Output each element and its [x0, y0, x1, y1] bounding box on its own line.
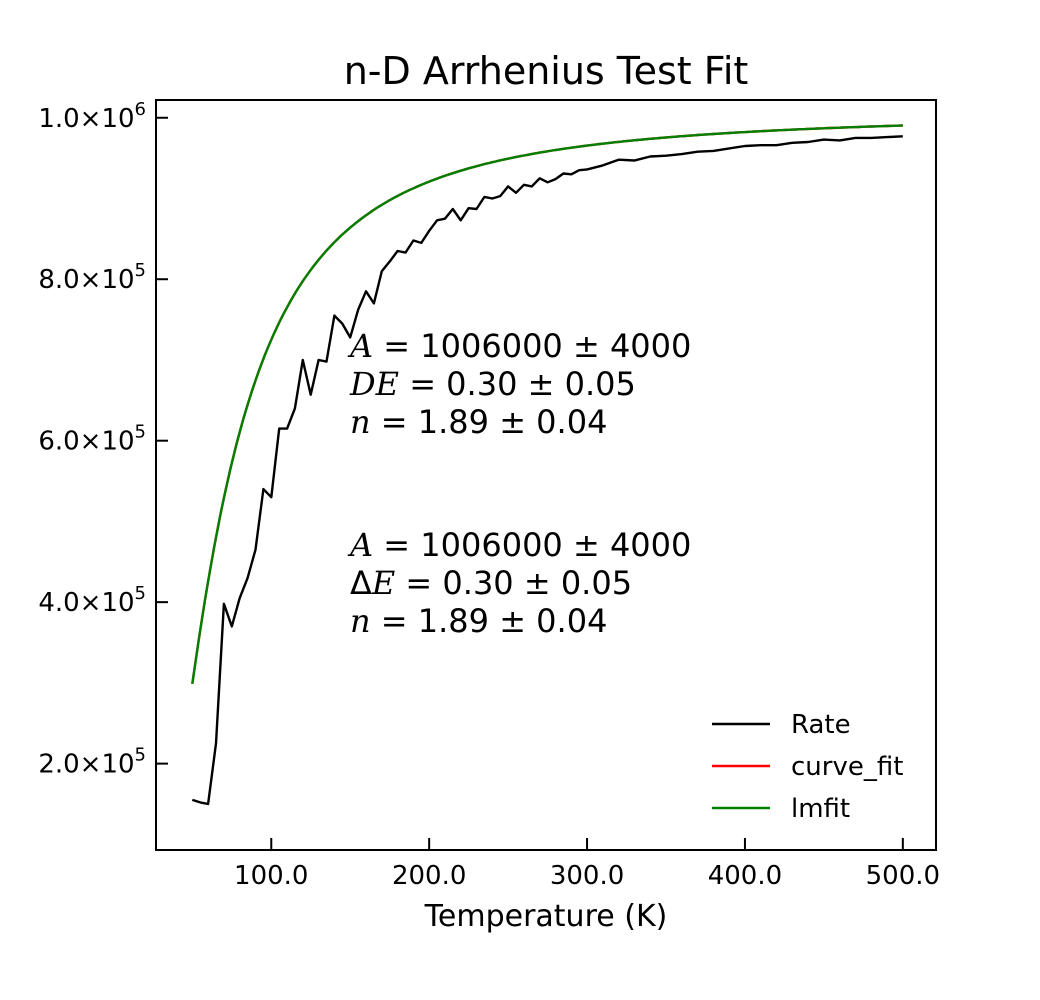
x-axis: 100.0 200.0 300.0 400.0 500.0 — [234, 838, 940, 891]
annotation-1-line-3: n = 1.89 ± 0.04 — [350, 403, 607, 441]
x-tick-label-0: 100.0 — [234, 861, 308, 891]
annotation-2-line-2: ΔE = 0.30 ± 0.05 — [350, 564, 632, 602]
annotation-2-line-1: A = 1006000 ± 4000 — [347, 526, 691, 564]
y-tick-label-4: 1.0×106 — [38, 99, 146, 134]
annotation-2-line-3: n = 1.89 ± 0.04 — [350, 602, 607, 640]
legend-label-curve-fit: curve_fit — [791, 752, 903, 782]
legend-label-Rate: Rate — [791, 710, 851, 740]
y-tick-label-3: 8.0×105 — [38, 260, 146, 295]
legend-label-lmfit: lmfit — [791, 794, 850, 824]
plot-frame — [155, 99, 937, 851]
x-tick-label-1: 200.0 — [392, 861, 466, 891]
annotation-1-line-1: A = 1006000 ± 4000 — [347, 327, 691, 365]
x-tick-label-2: 300.0 — [550, 861, 624, 891]
x-axis-label: Temperature (K) — [424, 899, 668, 934]
series-Rate-line — [191, 135, 903, 806]
y-axis: 2.0×105 4.0×105 6.0×105 8.0×105 1.0×106 — [38, 99, 168, 780]
y-tick-label-1: 4.0×105 — [38, 583, 146, 618]
x-tick-label-4: 500.0 — [866, 861, 940, 891]
y-tick-label-0: 2.0×105 — [38, 745, 146, 780]
y-tick-label-2: 6.0×105 — [38, 422, 146, 457]
annotation-1-line-2: DE = 0.30 ± 0.05 — [349, 365, 636, 403]
chart-title: n-D Arrhenius Test Fit — [344, 49, 749, 93]
series-layer — [191, 124, 903, 806]
series-lmfit-line — [191, 124, 903, 684]
x-tick-label-3: 400.0 — [708, 861, 782, 891]
